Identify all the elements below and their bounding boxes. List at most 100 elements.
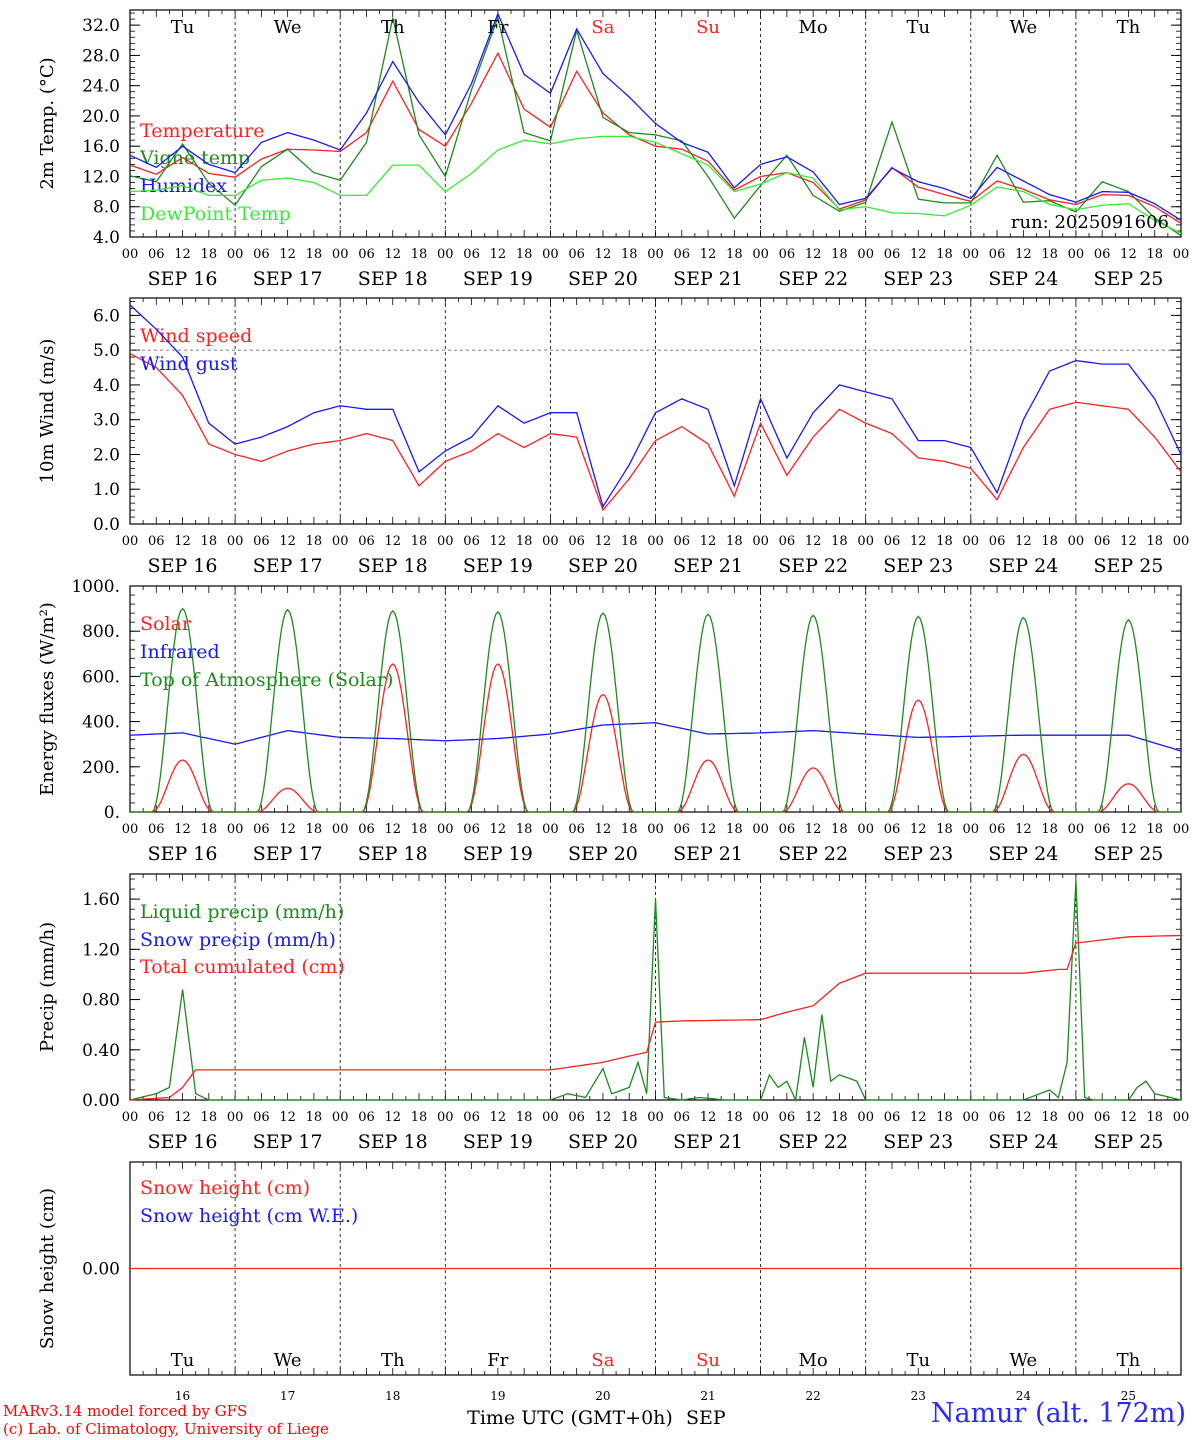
hour-tick-label: 18	[831, 1110, 848, 1125]
y-tick-label: 600.	[82, 667, 120, 687]
hour-tick-label: 18	[1146, 247, 1163, 262]
weekday-label: We	[274, 17, 302, 38]
y-tick-label: 12.0	[82, 167, 120, 187]
y-tick-label: 6.0	[93, 306, 120, 326]
hour-tick-label: 12	[910, 247, 927, 262]
date-label: SEP 16	[148, 555, 218, 577]
y-tick-label: 400.	[82, 713, 120, 733]
hour-tick-label: 06	[463, 822, 480, 837]
y-tick-label: 1.20	[82, 940, 120, 960]
hour-tick-label: 00	[752, 1110, 769, 1125]
hour-tick-label: 00	[1068, 1110, 1085, 1125]
weekday-label: Sa	[591, 17, 614, 38]
weekday-label: Tu	[906, 17, 930, 38]
date-label: SEP 22	[778, 268, 848, 290]
legend-entry: Vigne temp	[139, 147, 250, 169]
hour-tick-label: 06	[148, 822, 165, 837]
hour-tick-label: 00	[752, 247, 769, 262]
hour-tick-label: 06	[674, 822, 691, 837]
hour-tick-label: 00	[332, 247, 349, 262]
hour-tick-label: 12	[595, 1110, 612, 1125]
hour-tick-label: 18	[411, 247, 428, 262]
day-number-label: 18	[385, 1389, 400, 1403]
hour-tick-label: 00	[542, 247, 559, 262]
hour-tick-label: 12	[174, 534, 191, 549]
legend-entry: Temperature	[140, 120, 264, 142]
station-title: Namur (alt. 172m)	[930, 1398, 1186, 1429]
hour-tick-label: 06	[1094, 534, 1111, 549]
hour-tick-label: 18	[726, 822, 743, 837]
hour-tick-label: 12	[1120, 1110, 1137, 1125]
hour-tick-label: 18	[831, 247, 848, 262]
hour-tick-label: 18	[516, 822, 533, 837]
y-tick-label: 200.	[82, 758, 120, 778]
hour-tick-label: 00	[963, 247, 980, 262]
date-label: SEP 16	[148, 1131, 218, 1153]
hour-tick-label: 18	[1146, 534, 1163, 549]
hour-tick-label: 18	[1041, 247, 1058, 262]
y-tick-label: 28.0	[82, 46, 120, 66]
hour-tick-label: 00	[122, 1110, 139, 1125]
date-label: SEP 23	[883, 555, 953, 577]
date-label: SEP 25	[1094, 1131, 1164, 1153]
hour-tick-label: 06	[1094, 1110, 1111, 1125]
hour-tick-label: 12	[1015, 534, 1032, 549]
hour-tick-label: 06	[779, 534, 796, 549]
hour-tick-label: 00	[542, 534, 559, 549]
weekday-label: Fr	[487, 1350, 508, 1371]
hour-tick-label: 18	[306, 247, 323, 262]
hour-tick-label: 12	[279, 822, 296, 837]
hour-tick-label: 06	[779, 1110, 796, 1125]
hour-tick-label: 00	[332, 1110, 349, 1125]
hour-tick-label: 06	[568, 822, 585, 837]
hour-tick-label: 00	[1173, 1110, 1190, 1125]
hour-tick-label: 06	[358, 534, 375, 549]
hour-tick-label: 18	[411, 1110, 428, 1125]
temperature-series-line-2	[129, 12, 1182, 221]
weekday-label: Th	[1117, 17, 1141, 38]
hour-tick-label: 00	[227, 1110, 244, 1125]
date-label: SEP 19	[463, 268, 533, 290]
hour-tick-label: 18	[306, 1110, 323, 1125]
hour-tick-label: 12	[279, 534, 296, 549]
date-label: SEP 25	[1094, 268, 1164, 290]
hour-tick-label: 18	[726, 247, 743, 262]
date-label: SEP 24	[988, 268, 1058, 290]
y-axis-label: Precip (mm/h)	[37, 922, 58, 1052]
hour-tick-label: 06	[253, 247, 270, 262]
date-label: SEP 17	[253, 1131, 323, 1153]
hour-tick-label: 12	[490, 1110, 507, 1125]
hour-tick-label: 18	[201, 534, 218, 549]
weekday-label: Mo	[799, 1350, 828, 1371]
hour-tick-label: 06	[674, 247, 691, 262]
hour-tick-label: 06	[674, 1110, 691, 1125]
date-label: SEP 22	[778, 843, 848, 865]
hour-tick-label: 06	[253, 534, 270, 549]
hour-tick-label: 00	[857, 1110, 874, 1125]
hour-tick-label: 00	[963, 534, 980, 549]
weekday-label: Su	[696, 17, 720, 38]
hour-tick-label: 12	[1120, 822, 1137, 837]
hour-tick-label: 00	[1068, 247, 1085, 262]
hour-tick-label: 12	[384, 534, 401, 549]
hour-tick-label: 18	[621, 822, 638, 837]
date-label: SEP 25	[1094, 843, 1164, 865]
temperature-panel: 4.0 8.0 12.0 16.0 20.0 24.0 28.0 32.0 2m Temp. (…	[37, 9, 1189, 290]
hour-tick-label: 06	[779, 822, 796, 837]
y-tick-label: 0.40	[82, 1041, 120, 1061]
time-axis-month: SEP	[686, 1407, 726, 1429]
hour-tick-label: 12	[279, 1110, 296, 1125]
hour-tick-label: 12	[805, 822, 822, 837]
weekday-label: Th	[381, 1350, 405, 1371]
wind-series-line-0	[129, 353, 1182, 512]
energy-panel: 0. 200. 400. 600. 800. 1000. Energy fluxes (W/…	[37, 577, 1189, 865]
hour-tick-label: 12	[174, 247, 191, 262]
day-number-label: 16	[175, 1389, 190, 1403]
precip-panel: 0.00 0.40 0.80 1.20 1.60 Precip (mm/h) Liquid …	[37, 873, 1190, 1153]
hour-tick-label: 00	[963, 1110, 980, 1125]
hour-tick-label: 00	[437, 534, 454, 549]
hour-tick-label: 00	[227, 534, 244, 549]
hour-tick-label: 00	[857, 822, 874, 837]
hour-tick-label: 06	[884, 822, 901, 837]
